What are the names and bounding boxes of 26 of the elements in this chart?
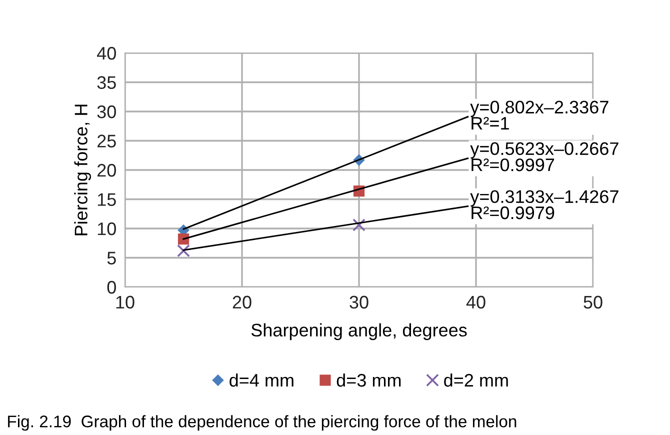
- legend-label: d=3 mm: [336, 373, 401, 387]
- annotation: y=0.5623x–0.2667 R²=0.9997: [470, 142, 618, 172]
- legend-label: d=4 mm: [230, 373, 294, 387]
- point: [178, 233, 190, 245]
- y-tick-label: 15: [98, 193, 116, 206]
- annotation: y=0.802x–2.3367 R²=1: [470, 100, 608, 130]
- point: [352, 218, 366, 232]
- legend-label: d=2 mm: [444, 373, 508, 387]
- y-tick-label: 5: [107, 252, 116, 264]
- y-tick-label: 20: [97, 164, 116, 177]
- caption: Fig. 2.19 Graph of the dependence of the piercing force of the melon: [8, 415, 516, 431]
- x-axis-title: Sharpening angle, degrees: [251, 323, 467, 340]
- point: [177, 244, 190, 258]
- y-tick-label: 10: [98, 222, 116, 236]
- x-tick-label: 10: [116, 296, 134, 309]
- y-tick-label: 40: [97, 46, 116, 60]
- x-tick-label: 40: [466, 296, 486, 309]
- annotation: y=0.3133x–1.4267 R²=0.9979: [470, 190, 618, 220]
- y-tick-label: 30: [97, 105, 116, 118]
- x-tick-label: 50: [584, 296, 602, 309]
- y-tick-label: 35: [97, 76, 116, 89]
- x-tick-label: 30: [350, 296, 368, 309]
- y-tick-label: 25: [97, 134, 116, 148]
- y-tick-label: 0: [107, 280, 116, 294]
- y-axis-title: Piercing force, H: [74, 104, 92, 236]
- x-tick-label: 20: [232, 296, 252, 309]
